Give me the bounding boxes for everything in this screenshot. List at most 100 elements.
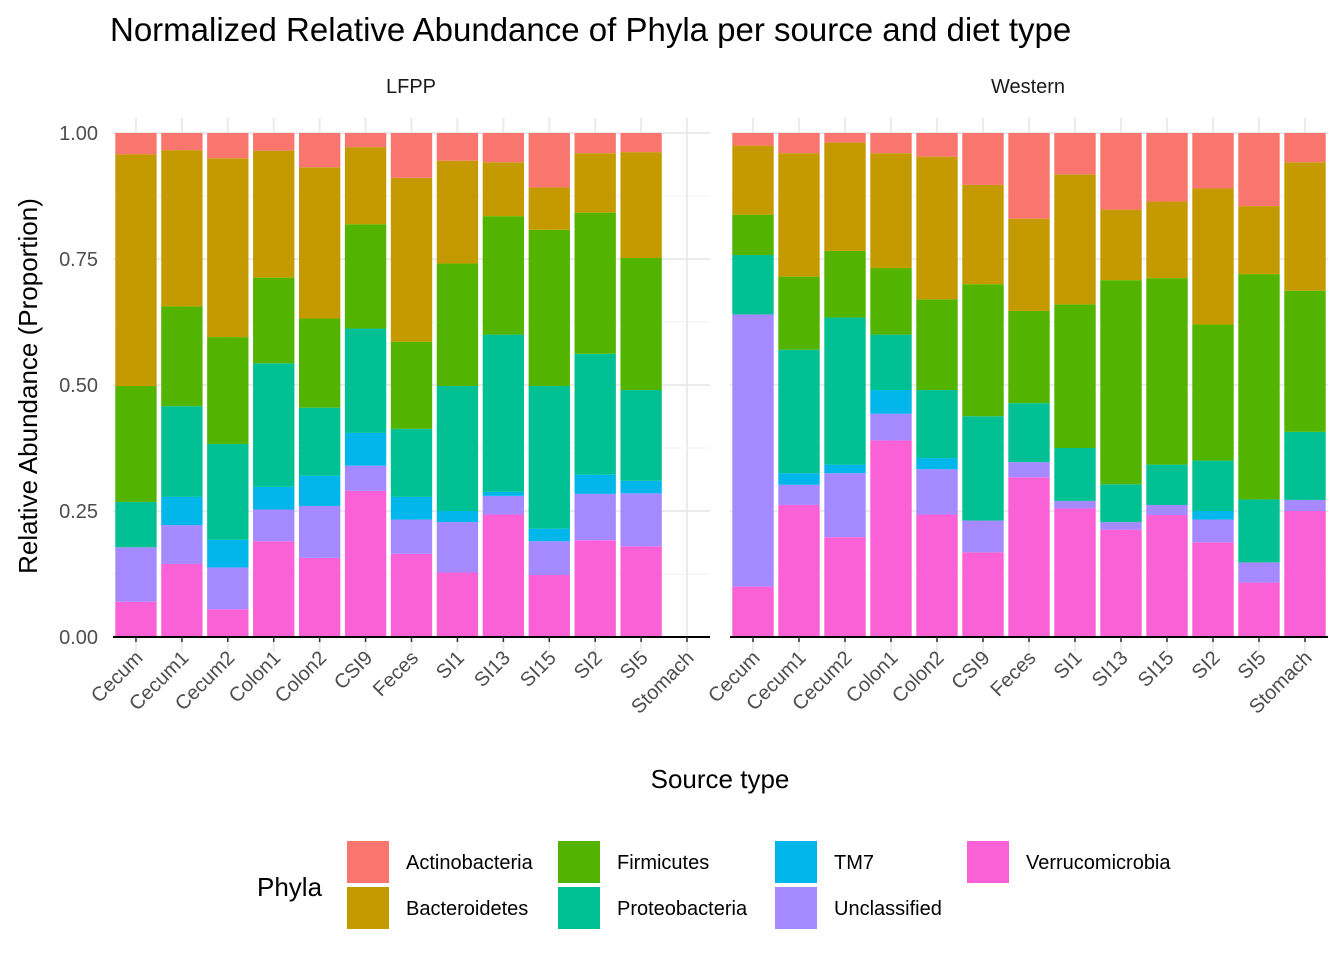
y-tick-label: 0.25: [59, 501, 98, 523]
bar-segment-tm7: [298, 475, 341, 506]
bar-segment-actinobacteria: [1192, 133, 1234, 189]
bar-segment-unclassified: [528, 541, 570, 576]
bar-segment-firmicutes: [1284, 290, 1326, 432]
bar-segment-firmicutes: [824, 250, 866, 318]
bar-segment-proteobacteria: [436, 386, 479, 511]
bar-stack-lfpp-cecum: [115, 133, 157, 637]
bar-segment-bacteroidetes: [870, 153, 912, 269]
bar-stack-lfpp-cecum1: [161, 133, 203, 637]
bar-segment-verrucomicrobia: [161, 563, 203, 637]
bar-segment-verrucomicrobia: [1238, 582, 1280, 637]
legend-label: Bacteroidetes: [406, 898, 528, 920]
bar-segment-firmicutes: [115, 386, 157, 502]
bar-segment-proteobacteria: [390, 428, 433, 497]
bar-segment-actinobacteria: [207, 133, 249, 159]
bar-segment-verrucomicrobia: [620, 546, 662, 637]
bar-segment-actinobacteria: [778, 133, 820, 154]
x-tick-label: Feces: [986, 647, 1040, 701]
legend-item-tm7: TM7: [775, 841, 874, 883]
bar-stack-western-si2: [1192, 133, 1234, 637]
bar-segment-tm7: [161, 496, 203, 526]
bar-segment-firmicutes: [1192, 324, 1234, 461]
facet-label-western: Western: [991, 76, 1065, 98]
bar-segment-verrucomicrobia: [298, 557, 341, 637]
bar-segment-proteobacteria: [916, 390, 958, 459]
bar-segment-proteobacteria: [732, 254, 774, 315]
bar-stack-lfpp-si13: [482, 133, 525, 637]
bar-stack-lfpp-cecum2: [207, 133, 249, 637]
bar-segment-firmicutes: [390, 341, 433, 429]
bar-segment-verrucomicrobia: [528, 575, 570, 637]
bar-segment-unclassified: [870, 413, 912, 441]
x-tick-label: Colon2: [271, 647, 331, 707]
bar-segment-unclassified: [824, 473, 866, 538]
bar-segment-tm7: [1192, 511, 1234, 520]
bar-segment-bacteroidetes: [916, 156, 958, 300]
x-tick-label: SI5: [1234, 647, 1271, 684]
bar-segment-firmicutes: [253, 277, 295, 364]
bar-segment-actinobacteria: [344, 133, 387, 148]
bar-segment-proteobacteria: [253, 363, 295, 487]
y-tick-label: 1.00: [59, 123, 98, 145]
bar-segment-firmicutes: [207, 337, 249, 444]
bar-segment-verrucomicrobia: [824, 537, 866, 637]
bar-segment-verrucomicrobia: [1100, 529, 1142, 637]
bar-segment-firmicutes: [161, 306, 203, 407]
bar-segment-bacteroidetes: [436, 160, 479, 264]
bar-segment-tm7: [207, 539, 249, 568]
bar-segment-tm7: [344, 432, 387, 466]
x-tick-label: SI13: [1088, 647, 1133, 692]
x-tick-label: Feces: [369, 647, 423, 701]
bar-stack-western-cecum1: [778, 133, 820, 637]
legend-label: Firmicutes: [617, 852, 709, 874]
bar-segment-firmicutes: [436, 263, 479, 387]
bar-segment-firmicutes: [1238, 274, 1280, 500]
bar-segment-proteobacteria: [1008, 403, 1050, 463]
legend-item-unclassified: Unclassified: [775, 887, 942, 929]
bar-segment-tm7: [574, 474, 616, 494]
bar-segment-bacteroidetes: [1008, 218, 1050, 311]
bar-stack-lfpp-colon2: [298, 133, 341, 637]
bar-stack-western-feces: [1008, 133, 1050, 637]
bar-segment-bacteroidetes: [778, 153, 820, 277]
bar-segment-bacteroidetes: [1146, 201, 1188, 279]
bar-segment-unclassified: [732, 314, 774, 587]
legend-label: TM7: [834, 852, 874, 874]
bar-segment-tm7: [482, 491, 525, 496]
bar-segment-firmicutes: [962, 284, 1004, 417]
bar-segment-verrucomicrobia: [1192, 542, 1234, 637]
x-tick-label: SI2: [570, 647, 607, 684]
bar-segment-proteobacteria: [161, 406, 203, 497]
bar-segment-firmicutes: [620, 257, 662, 391]
legend-item-bacteroidetes: Bacteroidetes: [347, 887, 528, 929]
bar-stack-lfpp-csi9: [344, 133, 387, 637]
bar-stack-lfpp-si15: [528, 133, 570, 637]
bar-segment-verrucomicrobia: [778, 504, 820, 637]
bar-segment-firmicutes: [1054, 304, 1096, 448]
x-tick-label: Colon2: [888, 647, 948, 707]
bar-segment-verrucomicrobia: [916, 514, 958, 637]
bar-segment-actinobacteria: [161, 133, 203, 151]
bar-segment-bacteroidetes: [824, 142, 866, 251]
bar-segment-actinobacteria: [916, 133, 958, 157]
bar-segment-proteobacteria: [870, 334, 912, 391]
legend-swatch: [558, 841, 600, 883]
bar-segment-unclassified: [574, 493, 616, 541]
y-tick-label: 0.00: [59, 627, 98, 649]
bar-segment-firmicutes: [1146, 278, 1188, 465]
bar-segment-tm7: [824, 464, 866, 474]
bar-segment-unclassified: [207, 567, 249, 610]
bar-segment-proteobacteria: [962, 416, 1004, 521]
bar-segment-bacteroidetes: [574, 153, 616, 213]
bar-segment-bacteroidetes: [1192, 188, 1234, 325]
bar-segment-proteobacteria: [1146, 464, 1188, 505]
bar-segment-firmicutes: [870, 268, 912, 335]
bar-segment-tm7: [870, 390, 912, 414]
bar-segment-actinobacteria: [253, 133, 295, 151]
bar-segment-proteobacteria: [1284, 431, 1326, 500]
bar-segment-verrucomicrobia: [436, 572, 479, 637]
legend-label: Unclassified: [834, 898, 942, 920]
chart-title: Normalized Relative Abundance of Phyla p…: [110, 11, 1071, 48]
bar-segment-firmicutes: [528, 229, 570, 387]
